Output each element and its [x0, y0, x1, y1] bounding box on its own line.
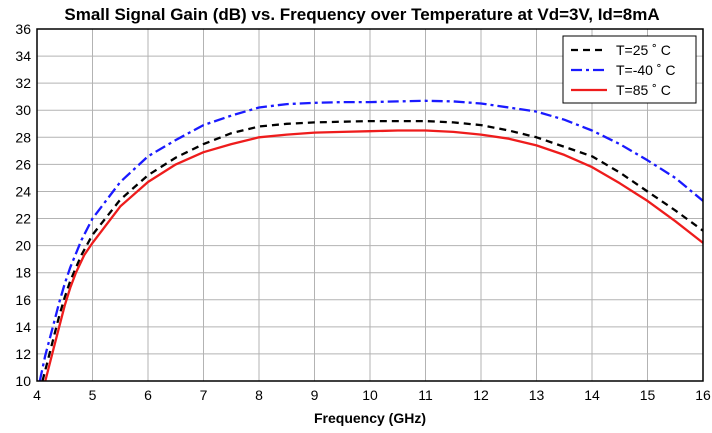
- series-line: [38, 99, 704, 382]
- y-tick-label: 20: [15, 238, 31, 254]
- plot-frame: [36, 28, 704, 382]
- y-tick-label: 10: [15, 373, 31, 389]
- legend-label: T=85 ˚ C: [616, 82, 671, 98]
- y-tick-labels: 10 12 14 16 18 20 22 24 26 28 30 32 34 36: [15, 21, 31, 389]
- x-tick-label: 10: [362, 387, 378, 403]
- y-tick-label: 24: [15, 183, 31, 199]
- y-tick-label: 12: [15, 346, 31, 362]
- x-tick-label: 15: [640, 387, 656, 403]
- y-tick-label: 26: [15, 156, 31, 172]
- x-tick-label: 9: [311, 387, 319, 403]
- series-line: [44, 129, 704, 382]
- series-line: [41, 119, 704, 382]
- x-tick-label: 8: [255, 387, 263, 403]
- x-tick-label: 16: [695, 387, 711, 403]
- y-tick-label: 28: [15, 129, 31, 145]
- x-tick-labels: 4 5 6 7 8 9 10 11 12 13 14 15 16: [33, 387, 711, 403]
- legend-label: T=25 ˚ C: [616, 42, 671, 58]
- x-tick-label: 11: [418, 387, 433, 403]
- series-lines: [38, 99, 704, 382]
- x-tick-label: 13: [529, 387, 545, 403]
- y-tick-label: 30: [15, 102, 31, 118]
- x-tick-label: 6: [144, 387, 152, 403]
- chart-title: Small Signal Gain (dB) vs. Frequency ove…: [64, 5, 659, 24]
- legend: T=25 ˚ C T=-40 ˚ C T=85 ˚ C: [562, 35, 697, 104]
- y-tick-label: 18: [15, 265, 31, 281]
- y-tick-label: 22: [15, 211, 31, 227]
- legend-box: [562, 35, 697, 104]
- x-tick-label: 14: [584, 387, 600, 403]
- legend-label: T=-40 ˚ C: [616, 62, 676, 78]
- x-tick-label: 5: [89, 387, 97, 403]
- x-axis-label: Frequency (GHz): [314, 410, 426, 426]
- x-tick-label: 12: [473, 387, 489, 403]
- y-tick-label: 16: [15, 292, 31, 308]
- y-tick-label: 36: [15, 21, 31, 37]
- x-tick-label: 4: [33, 387, 41, 403]
- x-tick-label: 7: [200, 387, 208, 403]
- y-tick-label: 34: [15, 48, 31, 64]
- y-tick-label: 14: [15, 319, 31, 335]
- y-tick-label: 32: [15, 75, 31, 91]
